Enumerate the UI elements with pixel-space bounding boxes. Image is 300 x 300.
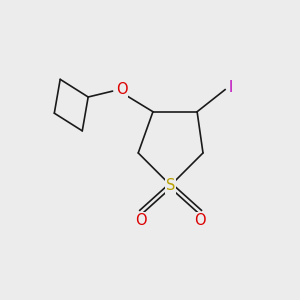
Text: S: S (166, 178, 175, 193)
Text: I: I (229, 80, 233, 95)
Text: O: O (116, 82, 127, 97)
Text: O: O (135, 213, 147, 228)
Text: O: O (194, 213, 206, 228)
